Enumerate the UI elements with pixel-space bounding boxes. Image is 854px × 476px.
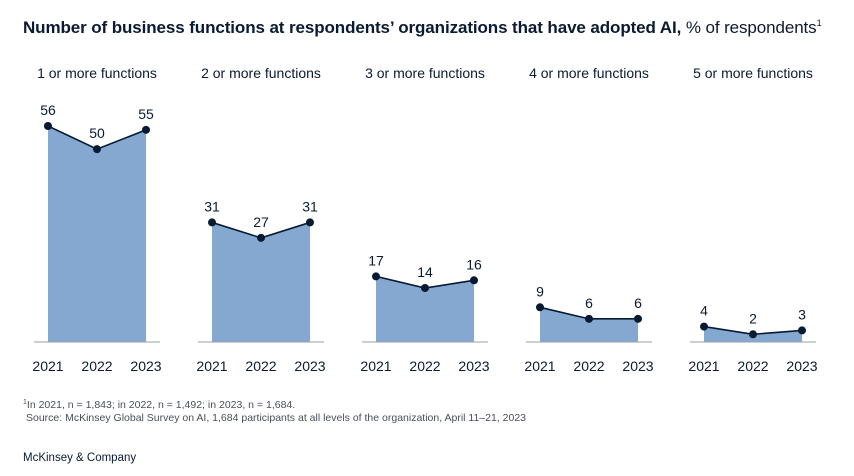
chart-title: Number of business functions at responde…	[23, 18, 822, 38]
data-point	[93, 145, 101, 154]
data-label: 31	[204, 198, 220, 214]
tick-label: 2022	[573, 358, 604, 374]
tick-label: 2022	[245, 358, 276, 374]
data-point	[372, 272, 380, 281]
chart-title-main: Number of business functions at responde…	[23, 18, 682, 37]
tick-label: 2023	[458, 358, 489, 374]
data-point	[142, 125, 150, 134]
area	[48, 126, 146, 342]
panel-1: 1 or more functions 56 2021 50 2022 55 2023	[32, 65, 161, 374]
tick-label: 2021	[196, 358, 227, 374]
area	[376, 276, 474, 342]
brand-logo: McKinsey & Company	[23, 452, 137, 464]
footnote-marker: 1	[23, 399, 27, 406]
data-label: 6	[634, 295, 642, 311]
data-label: 17	[368, 252, 384, 268]
tick-label: 2023	[622, 358, 653, 374]
data-label: 31	[302, 198, 318, 214]
panel-title: 2 or more functions	[201, 65, 321, 81]
data-point	[44, 122, 52, 130]
tick-label: 2021	[32, 358, 63, 374]
panel-5: 5 or more functions 4 2021 2 2022 3 2023	[688, 65, 817, 374]
panel-title: 1 or more functions	[37, 65, 157, 81]
panel-title: 3 or more functions	[365, 65, 485, 81]
data-point	[306, 218, 314, 227]
chart-title-unit: % of respondents	[685, 18, 817, 37]
data-label: 55	[138, 106, 154, 122]
panel-3: 3 or more functions 17 2021 14 2022 16 2023	[360, 65, 489, 374]
data-point	[208, 218, 216, 227]
tick-label: 2023	[294, 358, 325, 374]
data-point	[536, 303, 544, 312]
footnote: 1In 2021, n = 1,843; in 2022, n = 1,492;…	[23, 396, 526, 425]
data-label: 50	[89, 125, 105, 141]
chart-title-footnote-marker: 1	[816, 18, 822, 28]
tick-label: 2023	[130, 358, 161, 374]
tick-label: 2022	[81, 358, 112, 374]
panel-title: 4 or more functions	[529, 65, 649, 81]
tick-label: 2022	[409, 358, 440, 374]
tick-label: 2021	[524, 358, 555, 374]
data-point	[798, 326, 806, 335]
footnote-sample-text: In 2021, n = 1,843; in 2022, n = 1,492; …	[26, 399, 296, 411]
area	[540, 307, 638, 342]
data-label: 2	[749, 310, 757, 326]
tick-label: 2023	[786, 358, 817, 374]
data-label: 3	[798, 306, 806, 322]
data-point	[585, 314, 593, 323]
data-point	[421, 284, 429, 292]
data-point	[257, 233, 265, 242]
data-label: 6	[585, 295, 593, 311]
panel-title: 5 or more functions	[693, 65, 813, 81]
panel-4: 4 or more functions 9 2021 6 2022 6 2023	[524, 65, 653, 374]
footnote-source: Source: McKinsey Global Survey on AI, 1,…	[26, 412, 527, 424]
data-point	[700, 322, 708, 331]
data-label: 14	[417, 264, 433, 280]
panel-2: 2 or more functions 31 2021 27 2022 31 2023	[196, 65, 325, 374]
data-label: 4	[700, 303, 708, 319]
footnote-sample: 1In 2021, n = 1,843; in 2022, n = 1,492;…	[23, 396, 526, 412]
data-point	[749, 330, 757, 339]
data-point	[634, 314, 642, 323]
data-label: 16	[466, 256, 482, 272]
area	[212, 222, 310, 342]
data-label: 56	[40, 102, 56, 118]
data-point	[470, 276, 478, 285]
tick-label: 2021	[360, 358, 391, 374]
data-label: 27	[253, 214, 269, 230]
tick-label: 2021	[688, 358, 719, 374]
tick-label: 2022	[737, 358, 768, 374]
data-label: 9	[536, 283, 544, 299]
